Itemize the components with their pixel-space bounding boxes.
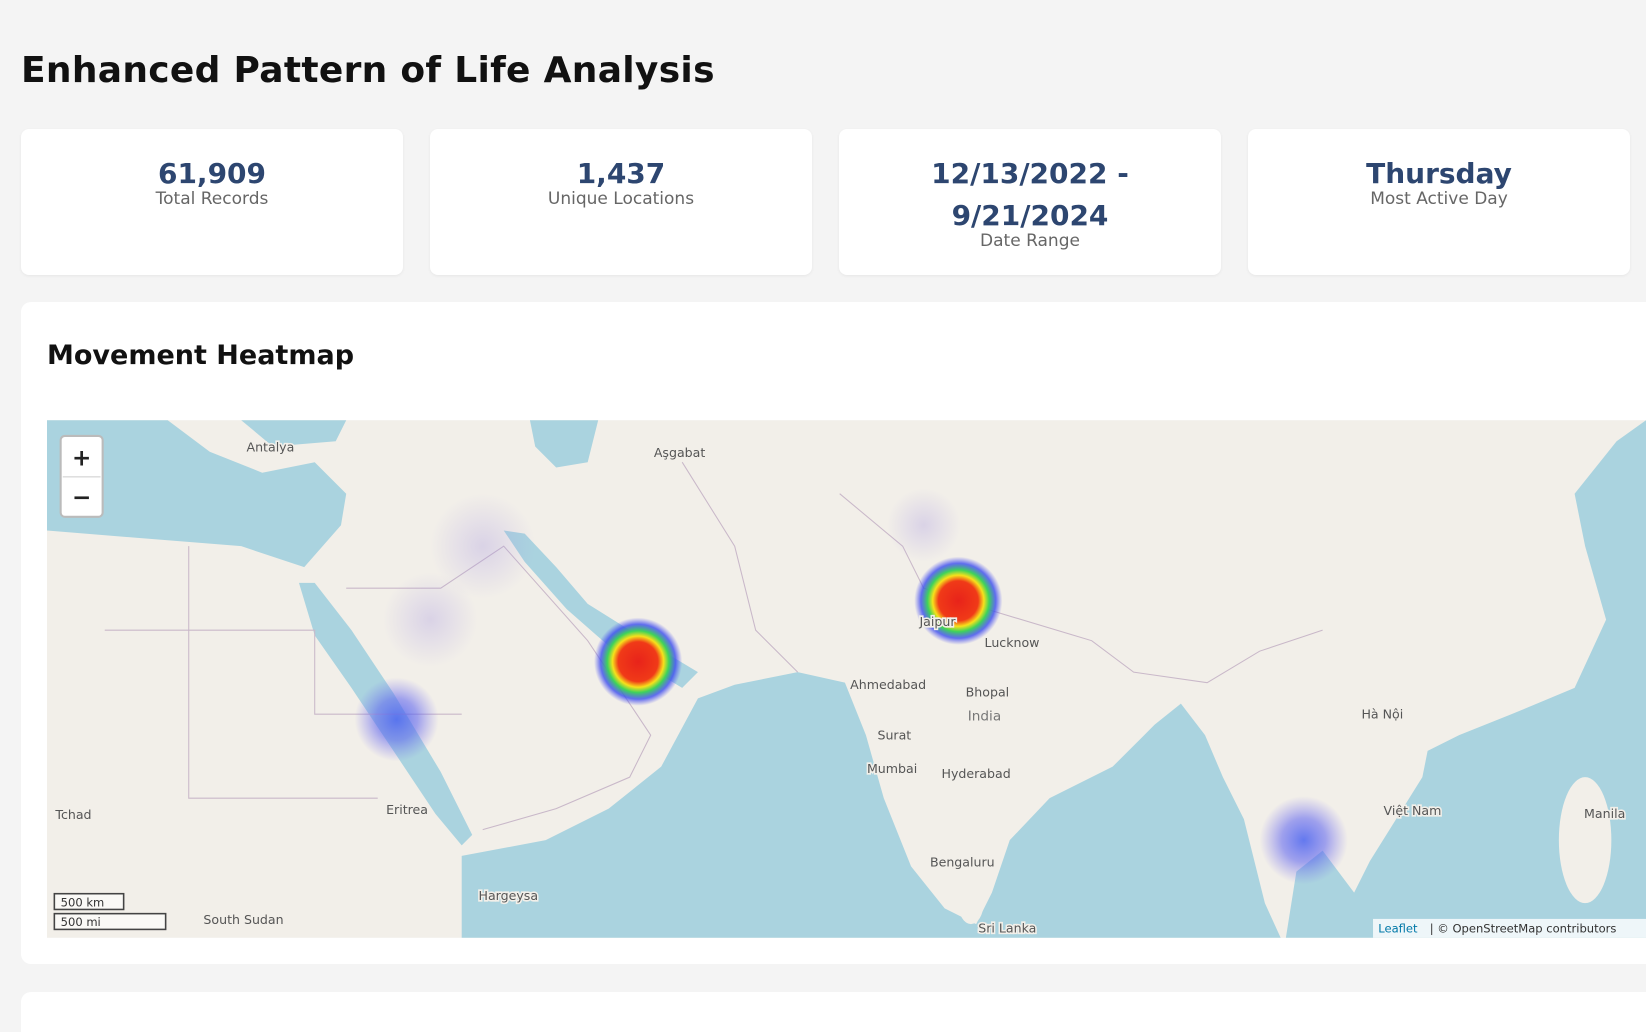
stat-card: 1,437 Unique Locations <box>430 129 812 275</box>
place-label: Hargeysa <box>479 888 539 903</box>
place-labels: Antalya Aşgabat Lucknow Ahmedabad Bhopal… <box>53 438 1627 937</box>
place-label: Surat <box>877 727 911 742</box>
place-label: South Sudan <box>203 912 283 927</box>
zoom-out[interactable]: − <box>72 485 91 511</box>
stat-card: 12/13/2022 - 9/21/2024 Date Range <box>839 129 1221 275</box>
island <box>1558 777 1612 904</box>
scale-bar: 500 km 500 mi <box>53 892 167 931</box>
scale-km-label: 500 km <box>61 895 105 909</box>
place-label: Hà Nội <box>1361 706 1403 721</box>
place-label: Tchad <box>54 807 91 822</box>
stat-label: Most Active Day <box>1370 189 1508 209</box>
attribution-text: | © OpenStreetMap contributors <box>1430 922 1617 936</box>
place-label: Manila <box>1584 806 1625 821</box>
place-label: Lucknow <box>985 635 1040 650</box>
heat-spot <box>886 488 961 562</box>
section-title: Movement Heatmap <box>47 340 355 371</box>
attribution-link[interactable]: Leaflet <box>1378 922 1418 936</box>
heat-spot <box>430 493 536 599</box>
heat-spot <box>382 572 478 667</box>
heat-spot <box>593 617 683 706</box>
scale-mi <box>53 912 167 931</box>
stat-value: 1,437 <box>576 157 666 190</box>
island <box>958 882 984 925</box>
place-label: Antalya <box>246 440 294 455</box>
place-label: Sri Lanka <box>978 921 1036 936</box>
place-label: Jaipur <box>918 614 956 629</box>
place-label: Eritrea <box>386 802 428 817</box>
zoom-in[interactable]: + <box>72 445 91 471</box>
scale-km <box>53 892 125 911</box>
attribution-box <box>1373 918 1646 938</box>
place-label: India <box>968 708 1001 724</box>
stat-card: 61,909 Total Records <box>21 129 403 275</box>
stat-label: Date Range <box>980 231 1080 251</box>
stat-card: Thursday Most Active Day <box>1248 129 1630 275</box>
place-label: Hyderabad <box>942 766 1011 781</box>
page-title: Enhanced Pattern of Life Analysis <box>21 50 715 91</box>
heat-layer <box>354 488 1348 885</box>
heat-spot <box>354 677 439 762</box>
stat-label: Total Records <box>155 189 269 209</box>
place-label: Mumbai <box>867 761 917 776</box>
stat-value: Thursday <box>1366 157 1512 190</box>
place-label: Aşgabat <box>654 445 706 460</box>
heat-spot <box>1259 796 1348 885</box>
scale-mi-label: 500 mi <box>61 915 101 929</box>
place-label: Bhopal <box>966 684 1009 699</box>
zoom-control: + − <box>59 434 104 518</box>
heat-spot <box>914 556 1003 645</box>
place-label: Việt Nam <box>1384 803 1442 818</box>
stat-value: 61,909 <box>157 157 267 190</box>
next-panel <box>21 992 1646 1032</box>
stat-value: 12/13/2022 - 9/21/2024 <box>931 157 1129 232</box>
stat-label: Unique Locations <box>547 189 695 209</box>
map[interactable]: Antalya Aşgabat Lucknow Ahmedabad Bhopal… <box>47 420 1646 938</box>
place-label: Ahmedabad <box>850 677 926 692</box>
heatmap-panel: Movement Heatmap <box>21 302 1646 964</box>
place-label: Bengaluru <box>930 854 995 869</box>
